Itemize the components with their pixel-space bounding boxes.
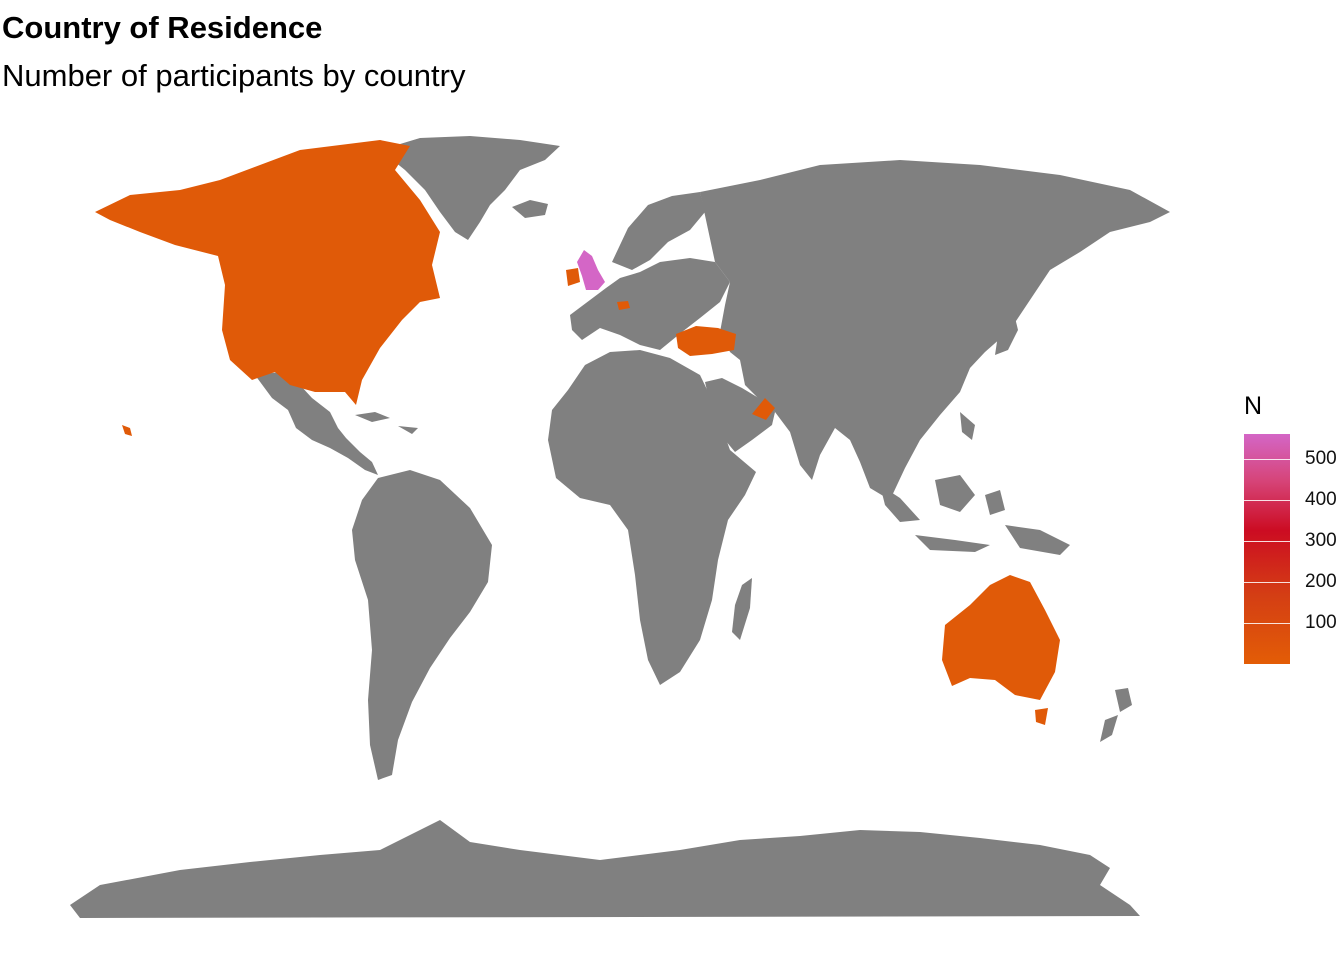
legend-tick-label: 200 — [1305, 571, 1337, 593]
continent-asia — [700, 160, 1170, 500]
continent-europe — [570, 258, 730, 350]
legend-tick-mark — [1244, 540, 1290, 542]
legend: N 100 200 300 400 500 — [1240, 392, 1344, 672]
legend-tick-label: 100 — [1305, 612, 1337, 634]
country-madagascar — [732, 578, 752, 640]
country-japan — [995, 300, 1018, 355]
country-tasmania — [1035, 708, 1048, 725]
country-turkey — [676, 326, 736, 356]
legend-tick-label: 500 — [1305, 447, 1337, 469]
country-switzerland — [617, 301, 630, 310]
country-canada-us — [95, 140, 440, 405]
region-scandinavia — [612, 192, 705, 270]
country-mexico-central-america — [255, 372, 378, 475]
legend-title: N — [1244, 392, 1263, 420]
legend-tick-mark — [1244, 582, 1290, 584]
country-united-kingdom — [577, 250, 605, 290]
continent-africa — [548, 350, 756, 685]
country-hawaii — [122, 425, 132, 436]
legend-tick-mark — [1244, 499, 1290, 501]
country-uae — [752, 398, 775, 420]
legend-tick-label: 400 — [1305, 488, 1337, 510]
country-greenland — [380, 136, 560, 240]
region-maritime-southeast-asia — [880, 412, 1070, 555]
legend-tick-label: 300 — [1305, 529, 1337, 551]
country-ireland — [566, 268, 580, 286]
country-australia — [942, 575, 1060, 700]
legend-colorbar — [1244, 434, 1290, 664]
continent-antarctica — [70, 820, 1140, 918]
map-subtitle: Number of participants by country — [2, 58, 466, 93]
map-title: Country of Residence — [2, 10, 323, 45]
continent-south-america — [352, 470, 492, 780]
legend-tick-mark — [1244, 623, 1290, 625]
legend-tick-mark — [1244, 458, 1290, 460]
country-iceland — [512, 200, 548, 218]
region-caribbean — [355, 412, 418, 434]
country-new-zealand — [1100, 688, 1132, 742]
